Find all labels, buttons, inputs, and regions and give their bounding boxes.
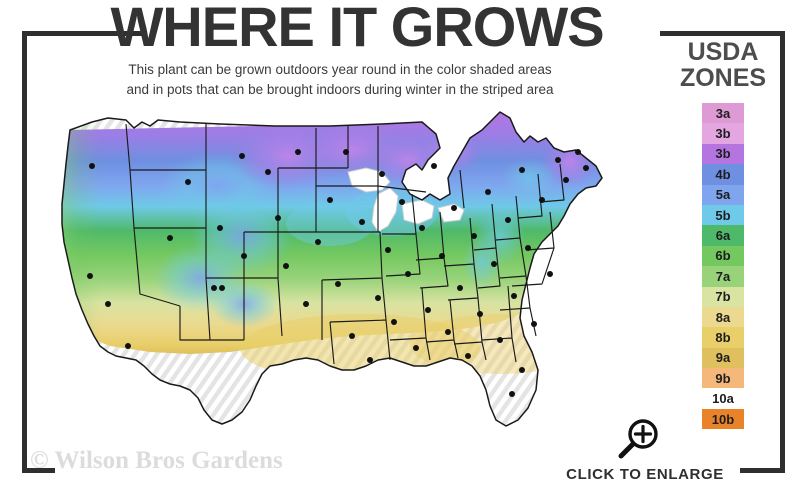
page-subtitle: This plant can be grown outdoors year ro… [40, 60, 640, 99]
frame-bottom-left-segment [22, 468, 55, 473]
legend-swatch-9a-12: 9a [702, 347, 744, 369]
usda-zone-map[interactable] [30, 108, 660, 468]
legend-title-line-1: USDA [687, 38, 759, 66]
legend-swatch-3b-2: 3b [702, 143, 744, 165]
legend-swatch-4b-3: 4b [702, 164, 744, 185]
watermark: © Wilson Bros Gardens [30, 447, 283, 474]
legend-swatch-7b-9: 7b [702, 286, 744, 307]
frame-top-left-segment [22, 31, 142, 36]
legend-swatch-6b-7: 6b [702, 245, 744, 267]
legend-swatch-5b-5: 5b [702, 204, 744, 226]
legend-swatch-7a-8: 7a [702, 266, 744, 287]
legend-swatch-list: 3a 3b 3b 4b 5a 5b 6a 6b 7a 7b 8a 8b 9a 9b 10a 10b [702, 103, 744, 430]
legend-swatch-9b-13: 9b [702, 368, 744, 389]
legend-title: USDA ZONES [660, 38, 786, 92]
magnifier-plus-icon[interactable] [612, 418, 664, 460]
click-to-enlarge-label[interactable]: CLICK TO ENLARGE [566, 466, 724, 483]
legend-title-line-2: ZONES [679, 63, 767, 92]
frame-right-segment [780, 31, 785, 473]
usa-outline [61, 111, 603, 427]
city-markers [87, 149, 589, 397]
frame-bottom-right-segment [740, 468, 785, 473]
legend-swatch-6a-6: 6a [702, 225, 744, 246]
legend-swatch-10a-14: 10a [712, 391, 734, 407]
legend-swatch-8b-11: 8b [702, 327, 744, 348]
subtitle-line-1: This plant can be grown outdoors year ro… [128, 62, 552, 77]
legend-swatch-5a-4: 5a [702, 184, 744, 205]
legend-swatch-8a-10: 8a [702, 306, 744, 328]
legend-swatch-3b-1: 3b [702, 123, 744, 144]
page-title: WHERE IT GROWS [110, 0, 604, 58]
legend-swatch-10b-15: 10b [702, 408, 744, 430]
usda-zones-legend: USDA ZONES 3a 3b 3b 4b 5a 5b 6a 6b 7a 7b 8a 8b 9a 9b 1… [660, 38, 786, 430]
legend-swatch-3a-0: 3a [702, 103, 744, 124]
frame-left-segment [22, 31, 27, 473]
frame-top-right-segment [660, 31, 785, 36]
subtitle-line-2: and in pots that can be brought indoors … [126, 81, 554, 97]
